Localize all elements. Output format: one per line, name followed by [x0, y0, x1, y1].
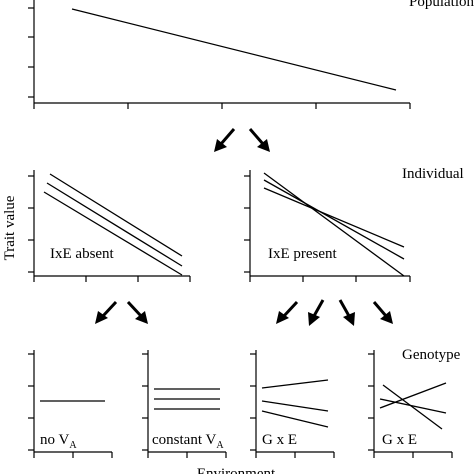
gxe-2-x-ticks [373, 452, 453, 458]
population-y-ticks [28, 7, 34, 98]
gxe-1-x-ticks [255, 452, 335, 458]
arrow-down-right-3 [338, 299, 355, 326]
gxe-panel-2: G x E [368, 350, 453, 458]
no-va-y-ticks [28, 353, 34, 451]
gxe-2-label: G x E [382, 432, 417, 448]
population-reaction-norm [71, 8, 397, 91]
gxe-2-norm-flat [379, 398, 447, 414]
ixe-present-panel: IxE present [244, 170, 411, 282]
constant-va-label: constant VA [152, 432, 224, 451]
no-va-x-ticks [33, 452, 113, 458]
arrow-down-right-1 [248, 128, 270, 152]
population-x-ticks [33, 103, 411, 109]
arrows-level1 [214, 128, 270, 152]
ixe-absent-label: IxE absent [50, 246, 115, 262]
arrow-down-left-2 [95, 300, 118, 324]
arrow-down-left-1 [214, 128, 236, 152]
ixe-present-norm-mid [263, 179, 405, 260]
ixe-present-norm-flat [263, 187, 405, 248]
individual-label: Individual [402, 166, 464, 182]
gxe-2-norm-rising [379, 382, 447, 409]
gxe-2-norm-steep [382, 384, 443, 430]
population-panel: Population [28, 0, 474, 109]
x-axis-label: Environment [197, 466, 276, 474]
population-label: Population [409, 0, 474, 10]
genotype-label: Genotype [402, 347, 461, 363]
ixe-absent-y-ticks [28, 175, 34, 273]
arrows-level2-left [95, 300, 148, 324]
gxe-1-y-ticks [250, 353, 256, 451]
arrow-down-left-4 [308, 299, 325, 326]
ixe-absent-norm-3 [43, 191, 183, 276]
gxe-1-norm-up [261, 379, 329, 389]
constant-va-x-ticks [147, 452, 227, 458]
gxe-1-norm-down [261, 400, 329, 412]
ixe-present-y-ticks [244, 175, 250, 273]
y-axis-label: Trait value [2, 195, 18, 260]
constant-va-subscript: A [216, 440, 224, 451]
gxe-1-norm-down-2 [261, 410, 329, 428]
constant-va-panel: constant VA [142, 350, 227, 458]
gxe-1-label: G x E [262, 432, 297, 448]
no-va-panel: no VA [28, 350, 113, 458]
ixe-absent-norm-1 [49, 173, 183, 257]
gxe-2-y-ticks [368, 353, 374, 451]
ixe-absent-panel: IxE absent [28, 170, 191, 282]
arrows-level2-right [276, 299, 393, 326]
ixe-present-x-ticks [249, 276, 411, 282]
arrow-down-left-3 [276, 300, 299, 324]
ixe-absent-x-ticks [33, 276, 191, 282]
ixe-absent-norm-2 [46, 182, 183, 267]
arrow-down-right-2 [126, 300, 148, 324]
gxe-panel-1: G x E [250, 350, 335, 458]
no-va-label: no VA [40, 432, 77, 451]
arrow-down-right-4 [372, 301, 393, 324]
ixe-present-norm-steep [263, 172, 405, 277]
no-va-subscript: A [69, 440, 77, 451]
constant-va-y-ticks [142, 353, 148, 451]
ixe-present-label: IxE present [268, 246, 338, 262]
